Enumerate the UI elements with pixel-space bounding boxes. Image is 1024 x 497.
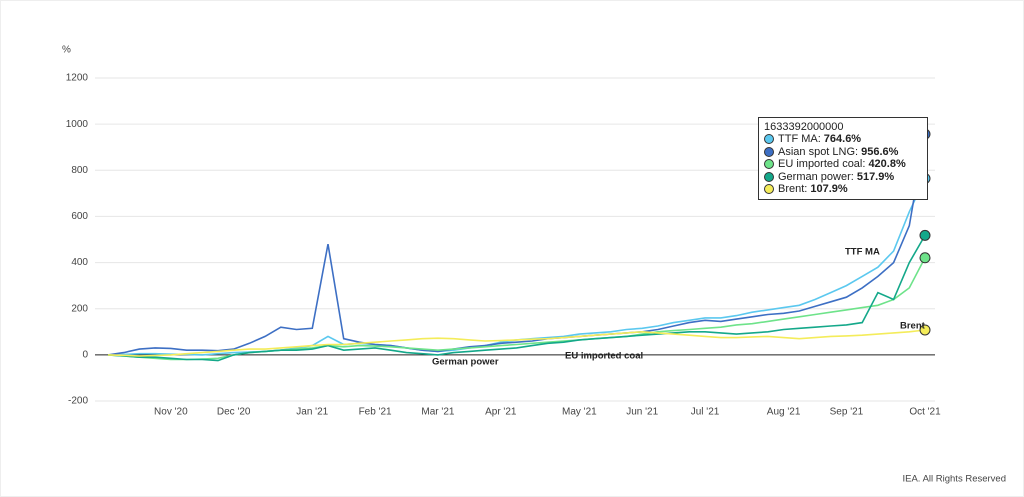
x-tick-label: Oct '21 (909, 407, 941, 418)
series-annotation: Brent (900, 321, 926, 332)
tooltip-series-name: German power (778, 171, 857, 184)
x-tick-label: Feb '21 (359, 407, 392, 418)
y-tick-label: 400 (71, 257, 88, 268)
y-tick-label: 600 (71, 211, 88, 222)
tooltip-title: 1633392000000 (764, 121, 844, 133)
tooltip-row: Brent107.9% (764, 183, 922, 196)
x-tick-label: Jan '21 (296, 407, 328, 418)
tooltip-series-name: TTF MA (778, 133, 824, 146)
tooltip-value: 764.6% (823, 133, 862, 145)
end-marker (919, 252, 931, 264)
y-tick-label: -200 (68, 396, 88, 407)
series-annotation: TTF MA (845, 247, 880, 258)
x-tick-label: Dec '20 (217, 407, 251, 418)
tooltip-row: TTF MA764.6% (764, 133, 922, 146)
series-annotation: German power (432, 357, 499, 368)
series-annotation: EU imported coal (565, 351, 643, 362)
tooltip-swatch (764, 146, 774, 157)
series-line (107, 235, 926, 362)
tooltip-series-name: Asian spot LNG (778, 146, 861, 159)
y-tick-label: 1000 (66, 119, 89, 130)
x-tick-label: Jun '21 (626, 407, 658, 418)
tooltip-row: Asian spot LNG956.6% (764, 146, 922, 159)
y-tick-label: 1200 (66, 73, 89, 84)
x-tick-label: Mar '21 (421, 407, 454, 418)
tooltip-row: German power517.9% (764, 171, 922, 184)
tooltip-series-name: EU imported coal (778, 158, 868, 171)
x-tick-label: Jul '21 (691, 407, 720, 418)
end-marker (919, 229, 931, 241)
tooltip-swatch (764, 171, 774, 182)
tooltip-swatch (764, 184, 774, 195)
tooltip: 1633392000000 TTF MA764.6%Asian spot LNG… (758, 117, 928, 200)
series-line (107, 134, 926, 356)
y-tick-label: 0 (82, 349, 88, 360)
x-tick-label: Apr '21 (485, 407, 517, 418)
tooltip-series-name: Brent (778, 183, 810, 196)
x-tick-label: Aug '21 (767, 407, 801, 418)
tooltip-value: 420.8% (868, 158, 906, 170)
x-tick-label: Nov '20 (154, 407, 188, 418)
tooltip-value: 517.9% (856, 170, 895, 183)
tooltip-swatch (764, 134, 774, 145)
series-line (107, 329, 926, 357)
x-tick-label: Sep '21 (830, 407, 864, 418)
y-unit: % (62, 45, 71, 56)
tooltip-swatch (764, 159, 774, 170)
x-tick-label: May '21 (562, 407, 597, 418)
tooltip-value: 107.9% (810, 183, 848, 195)
tooltip-value: 956.6% (861, 145, 899, 158)
end-marker (919, 324, 931, 336)
y-tick-label: 800 (71, 165, 88, 176)
tooltip-row: EU imported coal420.8% (764, 158, 922, 171)
footer: IEA. All Rights Reserved (903, 474, 1007, 485)
y-tick-label: 200 (71, 303, 88, 314)
